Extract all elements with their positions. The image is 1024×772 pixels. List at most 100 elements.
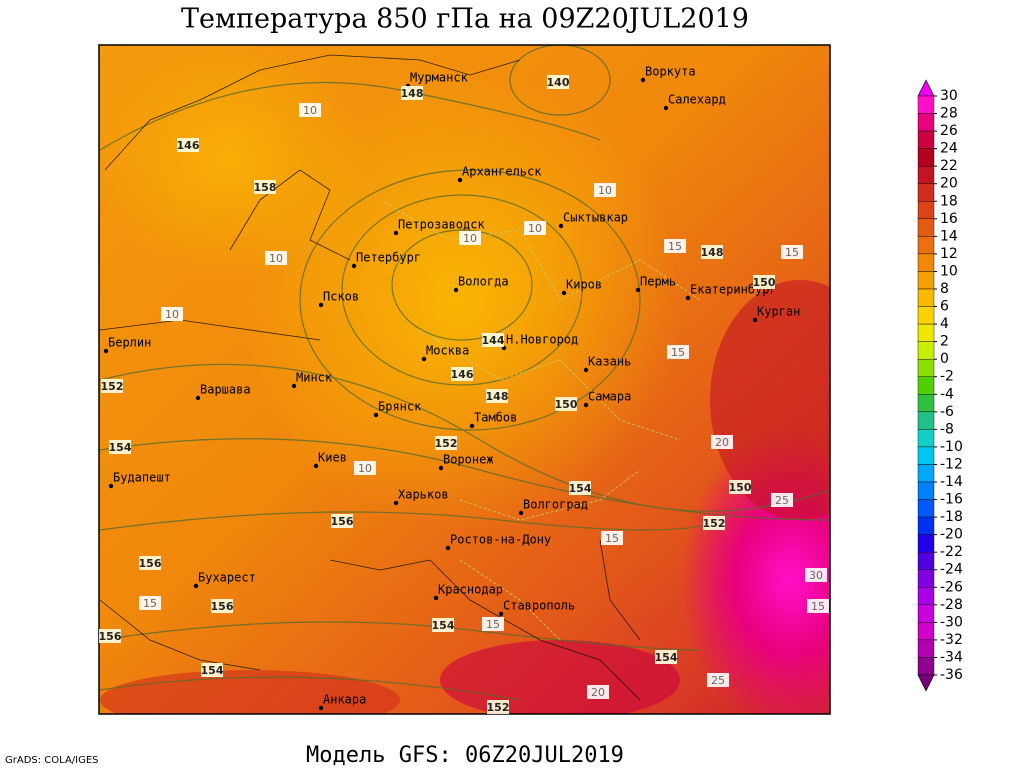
contour-label-box [265, 251, 287, 265]
contour-label-text: 20 [591, 686, 605, 699]
city-dot [445, 545, 451, 551]
colorbar-tick-label: 20 [940, 176, 958, 192]
colorbar-bin [917, 394, 935, 413]
contour-label: 154 [655, 650, 678, 664]
colorbar-bin [917, 516, 935, 535]
contour-label-text: 10 [358, 462, 372, 475]
city-name: Ставрополь [503, 599, 575, 613]
city-name: Анкара [323, 693, 366, 707]
contour-label-box [109, 440, 131, 454]
contour-label-box [331, 514, 353, 528]
contour-label: 15 [667, 345, 689, 359]
contour-label-box [729, 480, 751, 494]
contour-label-box [432, 618, 454, 632]
colorbar-bin [917, 253, 935, 272]
contour-label-box [401, 86, 423, 100]
city-dot [393, 500, 399, 506]
contour-label: 30 [805, 568, 827, 582]
contour-label: 15 [664, 239, 686, 253]
contour-label-box [701, 245, 723, 259]
contour-label-box [435, 436, 457, 450]
contour-label-box [594, 183, 616, 197]
contour-label: 154 [201, 663, 224, 677]
city-name: Варшава [200, 383, 251, 397]
colorbar-tick-label: 14 [940, 228, 958, 244]
colorbar-tick-label: -12 [940, 456, 963, 472]
colorbar-tick-label: -32 [940, 632, 963, 648]
contour-label-box [101, 379, 123, 393]
colorbar-bin [917, 218, 935, 237]
city-dot [558, 223, 564, 229]
colorbar-tick-label: -10 [940, 439, 963, 455]
contour-label-box [555, 397, 577, 411]
city-name: Бухарест [198, 571, 256, 585]
contour-label-text: 10 [165, 308, 179, 321]
contour-label-text: 154 [569, 482, 592, 495]
contour-label-text: 15 [605, 532, 619, 545]
city-name: Петербург [356, 251, 421, 265]
contour-label-box [781, 245, 803, 259]
contour-label-text: 10 [598, 184, 612, 197]
city-name: Ростов-на-Дону [450, 533, 551, 547]
contour-label-text: 10 [528, 222, 542, 235]
contour-label-text: 156 [99, 630, 122, 643]
contour-label-text: 152 [703, 517, 726, 530]
city-dot [318, 705, 324, 711]
contour-label: 156 [139, 556, 162, 570]
contour-label-box [459, 231, 481, 245]
contour-label: 154 [109, 440, 132, 454]
colorbar-bin [917, 376, 935, 395]
contour-label: 144 [482, 333, 505, 347]
colorbar-bin [917, 622, 935, 641]
city-dot [752, 317, 758, 323]
contour-label-text: 15 [143, 597, 157, 610]
city-dot [103, 348, 109, 354]
colorbar-bin [917, 341, 935, 360]
contour-label-text: 154 [432, 619, 455, 632]
contour-label-text: 30 [809, 569, 823, 582]
colorbar-tick-label: 6 [940, 299, 949, 315]
colorbar-bin [917, 358, 935, 377]
city-dot [421, 356, 427, 362]
map-title: Температура 850 гПа на 09Z20JUL2019 [181, 4, 749, 35]
contour-label: 15 [482, 617, 504, 631]
colorbar-tick-label: 12 [940, 246, 958, 262]
contour-label-box [524, 221, 546, 235]
contour-label-box [299, 103, 321, 117]
contour-label: 154 [432, 618, 455, 632]
contour-label-text: 156 [331, 515, 354, 528]
contour-label-text: 25 [711, 674, 725, 687]
colorbar-tick-label: 4 [940, 316, 949, 332]
contour-label-text: 156 [211, 600, 234, 613]
city-dot [469, 423, 475, 429]
contour-label: 15 [781, 245, 803, 259]
city-name: Пермь [640, 275, 676, 289]
colorbar-tick-label: -34 [940, 649, 963, 665]
city-name: Волгоград [523, 498, 588, 512]
contour-label: 20 [711, 435, 733, 449]
colorbar-tick-label: 24 [940, 141, 958, 157]
colorbar-bin [917, 569, 935, 588]
colorbar-tick-label: 8 [940, 281, 949, 297]
colorbar: 302826242220181614121086420-2-4-6-8-10-1… [917, 79, 963, 692]
contour-label-text: 10 [303, 104, 317, 117]
colorbar-tick-label: 22 [940, 158, 958, 174]
colorbar-bin [917, 551, 935, 570]
colorbar-tick-label: -30 [940, 614, 963, 630]
contour-label-box [805, 568, 827, 582]
city-name: Вологда [458, 275, 509, 289]
city-name: Казань [588, 355, 631, 369]
contour-label-text: 140 [547, 76, 570, 89]
colorbar-tip [917, 79, 935, 97]
colorbar-bin [917, 95, 935, 114]
city-dot [193, 583, 199, 589]
city-dot [393, 230, 399, 236]
contour-label: 154 [569, 481, 592, 495]
contour-label: 20 [587, 685, 609, 699]
city-name: Тамбов [474, 411, 517, 425]
contour-label-box [254, 180, 276, 194]
contour-label: 10 [594, 183, 616, 197]
city-dot [685, 295, 691, 301]
colorbar-bin [917, 657, 935, 676]
colorbar-tick-label: -16 [940, 492, 963, 508]
